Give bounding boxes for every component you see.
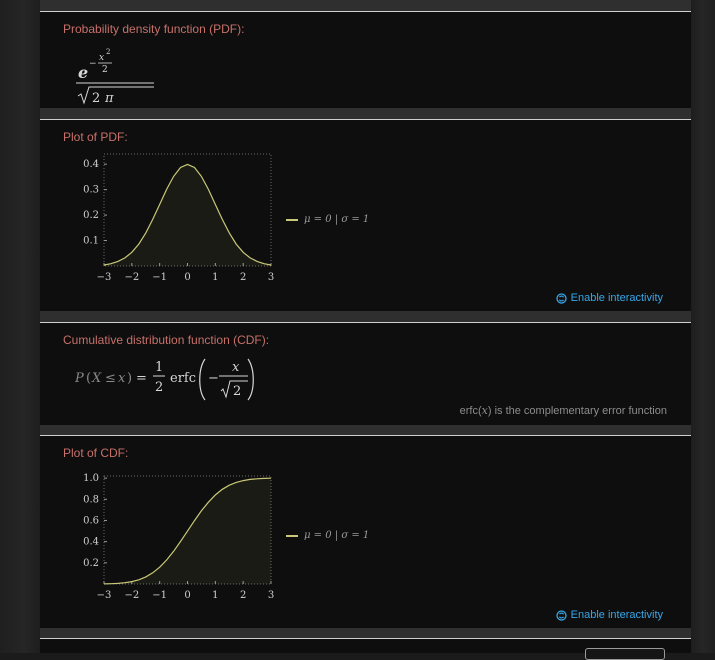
erfc-note-suffix: ) is the complementary error function — [487, 405, 667, 417]
y-tick-label: 0.2 — [83, 210, 99, 221]
cdf-formula-pod: Cumulative distribution function (CDF): … — [40, 322, 691, 425]
legend-label: μ = 0 | σ = 1 — [304, 530, 370, 541]
y-tick-label: 0.3 — [83, 185, 99, 196]
x-tick-label: −2 — [124, 590, 139, 601]
svg-text:e: e — [78, 63, 88, 82]
pod-title-pdf-plot: Plot of PDF: — [63, 130, 128, 144]
plot-frame — [103, 153, 272, 267]
x-tick-label: −1 — [152, 590, 167, 601]
x-tick-label: −3 — [97, 272, 112, 283]
erfc-note: erfc(x) is the complementary error funct… — [460, 404, 667, 417]
x-tick-label: −2 — [124, 272, 139, 283]
pod-action-button[interactable] — [585, 648, 665, 660]
svg-text:=: = — [136, 371, 147, 386]
series-line — [103, 163, 272, 266]
svg-text:2: 2 — [102, 65, 108, 75]
svg-text:−: − — [89, 59, 97, 69]
svg-text:2: 2 — [92, 91, 100, 106]
enable-interactivity-link[interactable]: Enable interactivity — [556, 292, 663, 304]
cdf-plot-pod: Plot of CDF: −3 −2 −1 0 1 2 3 0.2 0.4 0.6 0.8 1.0 μ… — [40, 435, 691, 628]
y-tick-label: 0.2 — [83, 558, 99, 569]
y-tick-label: 0.1 — [83, 236, 99, 247]
pod-title-cdf: Cumulative distribution function (CDF): — [63, 333, 270, 347]
series-line — [103, 477, 272, 585]
y-tick-label: 0.8 — [83, 494, 99, 505]
enable-interactivity-label: Enable interactivity — [570, 292, 663, 304]
svg-text:2: 2 — [155, 380, 163, 395]
y-tick-label: 0.6 — [83, 515, 99, 526]
svg-text:): ) — [127, 371, 132, 386]
erfc-note-var: x — [481, 404, 488, 417]
interactivity-icon — [556, 292, 567, 304]
x-tick-label: 3 — [268, 590, 274, 601]
svg-text:2: 2 — [106, 48, 110, 56]
svg-text:1: 1 — [155, 360, 163, 375]
legend-swatch — [286, 534, 298, 537]
y-tick-label: 0.4 — [83, 537, 99, 548]
cdf-legend: μ = 0 | σ = 1 — [286, 530, 369, 541]
svg-text:x: x — [99, 53, 104, 63]
svg-text:x: x — [118, 371, 126, 386]
left-margin — [0, 0, 40, 653]
y-tick-label: 0.4 — [83, 159, 99, 170]
svg-text:(: ( — [86, 371, 91, 386]
svg-text:2: 2 — [233, 384, 241, 399]
right-margin — [691, 0, 715, 653]
next-pod — [40, 638, 691, 653]
x-tick-label: −1 — [152, 272, 167, 283]
x-tick-label: 0 — [184, 272, 190, 283]
svg-text:erfc: erfc — [170, 371, 196, 386]
legend-swatch — [286, 218, 298, 221]
enable-interactivity-label: Enable interactivity — [570, 609, 663, 621]
legend-label: μ = 0 | σ = 1 — [304, 214, 370, 225]
svg-text:−: − — [208, 371, 219, 386]
interactivity-icon — [556, 609, 567, 621]
svg-text:π: π — [104, 91, 114, 106]
plot-frame — [103, 475, 272, 585]
enable-interactivity-link[interactable]: Enable interactivity — [556, 609, 663, 621]
pdf-chart: −3 −2 −1 0 1 2 3 0.1 0.2 0.3 0.4 — [83, 153, 274, 283]
svg-text:P: P — [74, 371, 84, 386]
pod-title-pdf: Probability density function (PDF): — [63, 22, 245, 36]
pdf-formula: e − x 2 2 2 π — [76, 48, 154, 106]
pdf-plot-pod: Plot of PDF: −3 −2 −1 0 1 2 3 0.1 0.2 0.3 0.4 μ = … — [40, 119, 691, 311]
cdf-formula-close-paren — [247, 358, 254, 401]
x-tick-label: 1 — [212, 590, 218, 601]
svg-text:x: x — [232, 360, 240, 375]
cdf-formula: P ( X ≤ x ) = 1 2 erfc − x 2 — [74, 358, 248, 401]
svg-text:≤: ≤ — [105, 371, 116, 386]
y-tick-label: 1.0 — [83, 473, 99, 484]
cdf-chart: −3 −2 −1 0 1 2 3 0.2 0.4 0.6 0.8 1.0 — [83, 473, 274, 601]
pdf-formula-pod: Probability density function (PDF): e − … — [40, 11, 691, 108]
x-tick-label: 3 — [268, 272, 274, 283]
pod-title-cdf-plot: Plot of CDF: — [63, 446, 129, 460]
x-tick-label: 1 — [212, 272, 218, 283]
erfc-note-prefix: erfc( — [459, 405, 482, 417]
x-tick-label: 2 — [240, 272, 246, 283]
x-tick-label: 0 — [184, 590, 190, 601]
svg-text:X: X — [91, 371, 102, 386]
x-tick-label: 2 — [240, 590, 246, 601]
pdf-legend: μ = 0 | σ = 1 — [286, 214, 369, 225]
series-area — [104, 164, 271, 266]
x-tick-label: −3 — [97, 590, 112, 601]
